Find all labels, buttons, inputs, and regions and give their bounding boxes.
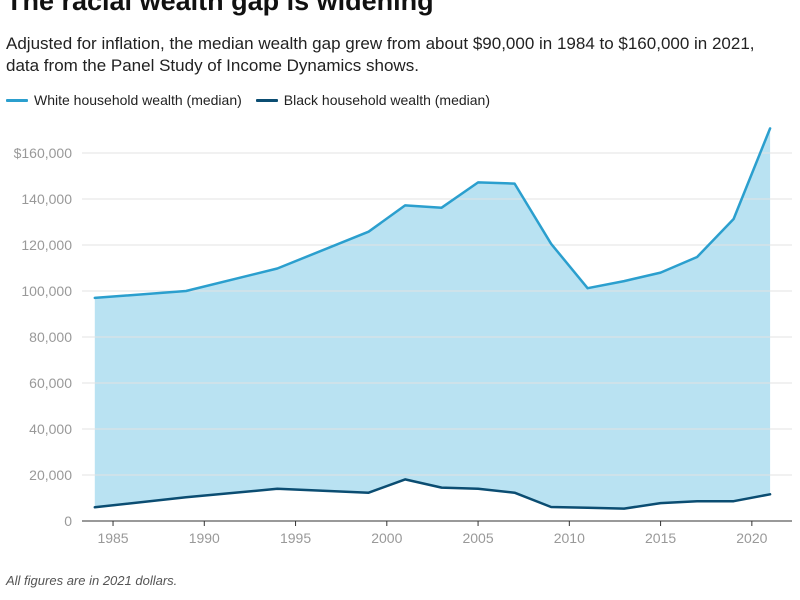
y-tick-label: 20,000: [29, 467, 72, 483]
data-point-white: [93, 296, 97, 300]
data-point-white: [403, 203, 407, 207]
x-tick-label: 2000: [371, 530, 402, 546]
y-tick-label: 80,000: [29, 329, 72, 345]
gap-area: [94, 128, 771, 509]
data-point-black: [93, 505, 97, 509]
data-point-black: [367, 491, 371, 495]
data-point-white: [622, 279, 626, 283]
x-tick-label: 1995: [280, 530, 311, 546]
data-point-white: [549, 242, 553, 246]
legend-swatch-white: [6, 98, 28, 102]
data-point-black: [586, 506, 590, 510]
data-point-black: [440, 486, 444, 490]
y-tick-label: 120,000: [21, 237, 72, 253]
y-tick-label: 100,000: [21, 283, 72, 299]
x-tick-label: 1985: [97, 530, 128, 546]
data-point-black: [275, 487, 279, 491]
legend-label-white: White household wealth (median): [34, 92, 242, 108]
data-point-black: [403, 477, 407, 481]
y-tick-label: 140,000: [21, 191, 72, 207]
legend: White household wealth (median) Black ho…: [6, 92, 504, 108]
chart-subtitle: Adjusted for inflation, the median wealt…: [6, 34, 755, 75]
x-tick-label: 2005: [462, 530, 493, 546]
data-point-white: [476, 180, 480, 184]
legend-item-black[interactable]: Black household wealth (median): [255, 92, 491, 108]
data-point-white: [440, 206, 444, 210]
data-point-white: [732, 217, 736, 221]
legend-swatch-black: [255, 98, 278, 102]
data-point-white: [513, 182, 517, 186]
y-tick-label: $160,000: [14, 145, 73, 161]
legend-label-black: Black household wealth (median): [283, 92, 491, 108]
data-point-white: [184, 289, 188, 293]
data-point-black: [732, 499, 736, 503]
y-tick-label: 40,000: [29, 421, 72, 437]
y-tick-label: 60,000: [29, 375, 72, 391]
data-point-black: [513, 491, 517, 495]
series-line-black: [93, 478, 772, 510]
legend-item-white[interactable]: White household wealth (median): [6, 92, 242, 108]
x-tick-label: 1990: [189, 530, 220, 546]
data-point-white: [275, 266, 279, 270]
x-tick-label: 2015: [645, 530, 676, 546]
x-tick-label: 2010: [554, 530, 585, 546]
footnote: All figures are in 2021 dollars.: [6, 573, 178, 588]
data-point-white: [659, 271, 663, 275]
chart-title: The racial wealth gap is widening: [6, 0, 434, 16]
data-point-black: [476, 487, 480, 491]
x-tick-label: 2020: [736, 530, 767, 546]
y-tick-label: 0: [64, 513, 72, 529]
data-point-black: [768, 492, 772, 496]
data-point-black: [549, 505, 553, 509]
data-point-black: [659, 501, 663, 505]
data-point-white: [586, 286, 590, 290]
data-point-black: [622, 507, 626, 511]
data-point-white: [768, 126, 772, 130]
data-point-white: [695, 255, 699, 259]
data-point-black: [695, 499, 699, 503]
data-point-white: [367, 230, 371, 234]
series-line-white: [93, 127, 772, 300]
data-point-black: [184, 495, 188, 499]
